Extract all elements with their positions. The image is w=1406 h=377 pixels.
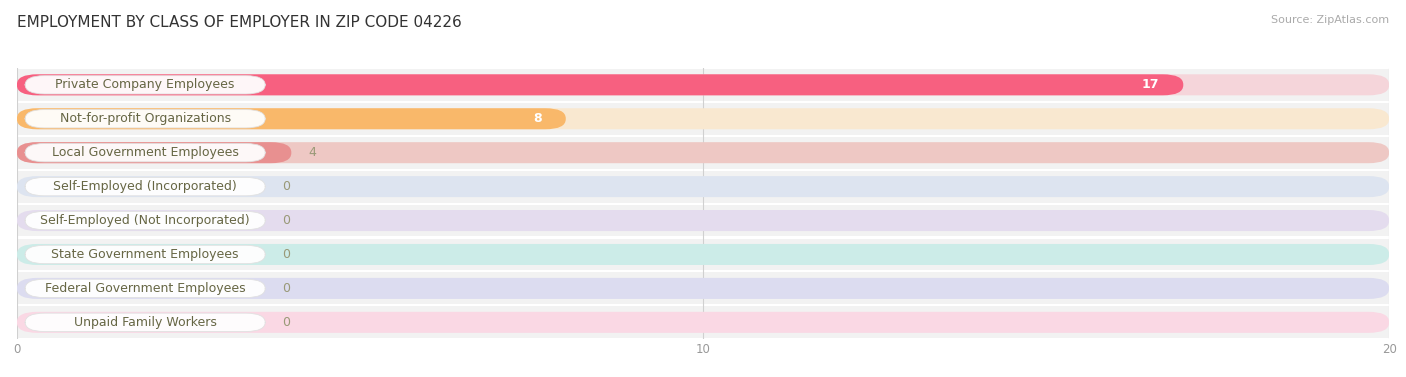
Bar — [17, 69, 1389, 101]
FancyBboxPatch shape — [25, 245, 266, 264]
Bar — [17, 205, 1389, 236]
Text: Source: ZipAtlas.com: Source: ZipAtlas.com — [1271, 15, 1389, 25]
FancyBboxPatch shape — [25, 144, 266, 162]
Bar — [17, 273, 1389, 304]
Bar — [17, 239, 1389, 270]
Bar — [17, 137, 1389, 169]
Text: Not-for-profit Organizations: Not-for-profit Organizations — [59, 112, 231, 125]
FancyBboxPatch shape — [17, 210, 1389, 231]
Text: 17: 17 — [1142, 78, 1160, 91]
FancyBboxPatch shape — [17, 142, 1389, 163]
Text: 0: 0 — [283, 316, 291, 329]
Bar — [17, 171, 1389, 202]
Text: 0: 0 — [283, 214, 291, 227]
FancyBboxPatch shape — [25, 178, 266, 196]
FancyBboxPatch shape — [25, 76, 266, 94]
FancyBboxPatch shape — [17, 108, 1389, 129]
FancyBboxPatch shape — [17, 244, 1389, 265]
FancyBboxPatch shape — [17, 108, 565, 129]
FancyBboxPatch shape — [17, 176, 1389, 197]
Text: Local Government Employees: Local Government Employees — [52, 146, 239, 159]
FancyBboxPatch shape — [17, 74, 1184, 95]
FancyBboxPatch shape — [25, 211, 266, 230]
FancyBboxPatch shape — [25, 110, 266, 128]
FancyBboxPatch shape — [25, 279, 266, 297]
Text: Unpaid Family Workers: Unpaid Family Workers — [73, 316, 217, 329]
Text: Private Company Employees: Private Company Employees — [55, 78, 235, 91]
FancyBboxPatch shape — [17, 142, 291, 163]
FancyBboxPatch shape — [25, 313, 266, 331]
FancyBboxPatch shape — [17, 278, 1389, 299]
Bar — [17, 307, 1389, 338]
Text: Self-Employed (Incorporated): Self-Employed (Incorporated) — [53, 180, 238, 193]
FancyBboxPatch shape — [17, 312, 1389, 333]
Text: Federal Government Employees: Federal Government Employees — [45, 282, 246, 295]
FancyBboxPatch shape — [17, 74, 1389, 95]
Text: 8: 8 — [533, 112, 541, 125]
Text: State Government Employees: State Government Employees — [52, 248, 239, 261]
Text: Self-Employed (Not Incorporated): Self-Employed (Not Incorporated) — [41, 214, 250, 227]
Text: EMPLOYMENT BY CLASS OF EMPLOYER IN ZIP CODE 04226: EMPLOYMENT BY CLASS OF EMPLOYER IN ZIP C… — [17, 15, 461, 30]
Text: 0: 0 — [283, 282, 291, 295]
Bar — [17, 103, 1389, 135]
Text: 0: 0 — [283, 180, 291, 193]
Text: 4: 4 — [308, 146, 316, 159]
Text: 0: 0 — [283, 248, 291, 261]
